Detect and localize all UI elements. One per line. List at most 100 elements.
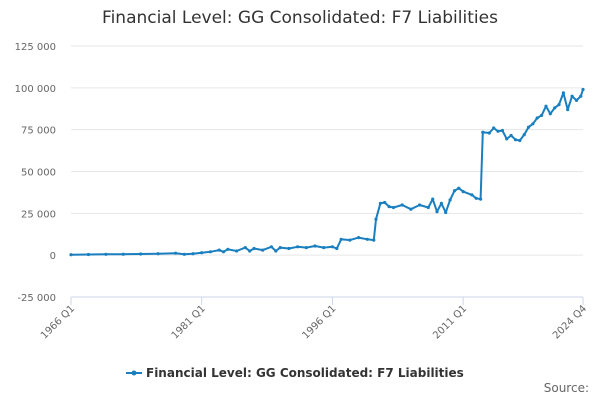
data-point[interactable] (182, 252, 186, 256)
data-point[interactable] (221, 250, 226, 254)
data-point[interactable] (121, 252, 125, 256)
data-point[interactable] (505, 137, 509, 141)
gridlines (71, 45, 583, 298)
data-point[interactable] (409, 207, 413, 211)
legend[interactable]: Financial Level: GG Consolidated: F7 Lia… (126, 366, 464, 380)
series-layer (69, 87, 585, 257)
data-point[interactable] (457, 186, 461, 190)
data-point[interactable] (522, 133, 526, 137)
data-point[interactable] (304, 246, 308, 250)
data-point[interactable] (435, 210, 439, 214)
data-point[interactable] (500, 128, 504, 133)
x-tick-label: 2024 Q4 (551, 303, 589, 341)
data-point[interactable] (243, 246, 247, 250)
data-point[interactable] (104, 252, 108, 256)
data-point[interactable] (444, 210, 448, 215)
data-point[interactable] (479, 197, 483, 201)
data-point[interactable] (496, 129, 500, 133)
data-point[interactable] (69, 253, 73, 257)
data-point[interactable] (540, 113, 544, 117)
data-point[interactable] (470, 193, 474, 197)
data-point[interactable] (579, 94, 583, 98)
data-point[interactable] (330, 245, 334, 249)
data-point[interactable] (474, 196, 478, 200)
y-tick-label: 0 (50, 251, 56, 262)
data-point[interactable] (365, 237, 369, 241)
data-point[interactable] (174, 251, 178, 255)
y-tick-label: 125 000 (15, 42, 56, 53)
x-tick-label: 1966 Q1 (39, 303, 77, 341)
data-point[interactable] (208, 250, 212, 254)
y-axis-ticks: -25 000 0 25 000 50 000 75 000 100 000 125 000 (15, 42, 56, 304)
data-point[interactable] (544, 104, 548, 108)
data-point[interactable] (492, 126, 496, 130)
data-point[interactable] (431, 197, 435, 201)
data-point[interactable] (513, 138, 518, 142)
y-tick-label: 100 000 (15, 84, 56, 95)
data-point[interactable] (426, 205, 430, 210)
data-point[interactable] (191, 252, 195, 256)
data-point[interactable] (296, 245, 300, 249)
data-point[interactable] (387, 205, 391, 209)
data-point[interactable] (235, 249, 239, 253)
data-point[interactable] (461, 190, 465, 194)
data-point[interactable] (378, 201, 382, 205)
data-point[interactable] (226, 247, 230, 251)
data-point[interactable] (581, 87, 585, 92)
y-tick-label: -25 000 (17, 293, 56, 304)
data-point[interactable] (372, 238, 376, 242)
data-point[interactable] (252, 246, 256, 251)
data-point[interactable] (553, 106, 557, 110)
data-point[interactable] (217, 248, 221, 252)
data-point[interactable] (518, 138, 522, 143)
data-point[interactable] (561, 91, 566, 95)
data-point[interactable] (452, 189, 457, 193)
data-point[interactable] (487, 131, 491, 135)
legend-label[interactable]: Financial Level: GG Consolidated: F7 Lia… (146, 366, 464, 380)
legend-symbol-marker[interactable] (131, 370, 137, 376)
data-point[interactable] (156, 252, 160, 256)
data-point[interactable] (509, 133, 513, 138)
data-point[interactable] (200, 251, 204, 255)
data-point[interactable] (418, 203, 422, 207)
data-point[interactable] (439, 201, 443, 205)
data-point[interactable] (269, 245, 273, 249)
data-point[interactable] (574, 98, 579, 102)
x-tick-label: 1996 Q1 (300, 303, 338, 341)
data-point[interactable] (481, 130, 485, 134)
data-point[interactable] (86, 252, 90, 257)
data-point[interactable] (448, 198, 452, 202)
data-point[interactable] (278, 246, 282, 250)
data-point[interactable] (570, 94, 574, 98)
data-point[interactable] (391, 205, 396, 210)
data-point[interactable] (348, 238, 352, 242)
data-point[interactable] (400, 203, 404, 207)
data-point[interactable] (531, 122, 535, 126)
data-point[interactable] (535, 116, 539, 120)
data-point[interactable] (374, 217, 378, 221)
x-tick-label: 2011 Q1 (431, 303, 469, 341)
data-point[interactable] (139, 252, 143, 256)
series-line[interactable] (70, 89, 584, 256)
data-point[interactable] (335, 246, 339, 251)
y-tick-label: 75 000 (21, 126, 56, 137)
x-axis-ticks: 1966 Q1 1981 Q1 1996 Q1 2011 Q1 2024 Q4 (39, 297, 589, 341)
data-point[interactable] (383, 200, 387, 205)
data-point[interactable] (339, 237, 343, 241)
data-point[interactable] (261, 248, 265, 252)
source-label: Source: (543, 381, 589, 395)
chart-title: Financial Level: GG Consolidated: F7 Lia… (102, 8, 498, 28)
data-point[interactable] (357, 236, 361, 240)
data-point[interactable] (566, 108, 570, 112)
data-point[interactable] (287, 246, 291, 251)
x-tick-label: 1981 Q1 (170, 303, 208, 341)
data-point[interactable] (526, 125, 531, 129)
data-point[interactable] (313, 244, 317, 248)
data-point[interactable] (322, 246, 326, 250)
data-point[interactable] (248, 249, 252, 253)
data-point[interactable] (548, 112, 552, 116)
y-tick-label: 25 000 (21, 209, 56, 220)
data-point[interactable] (557, 103, 561, 107)
data-point[interactable] (274, 249, 278, 253)
